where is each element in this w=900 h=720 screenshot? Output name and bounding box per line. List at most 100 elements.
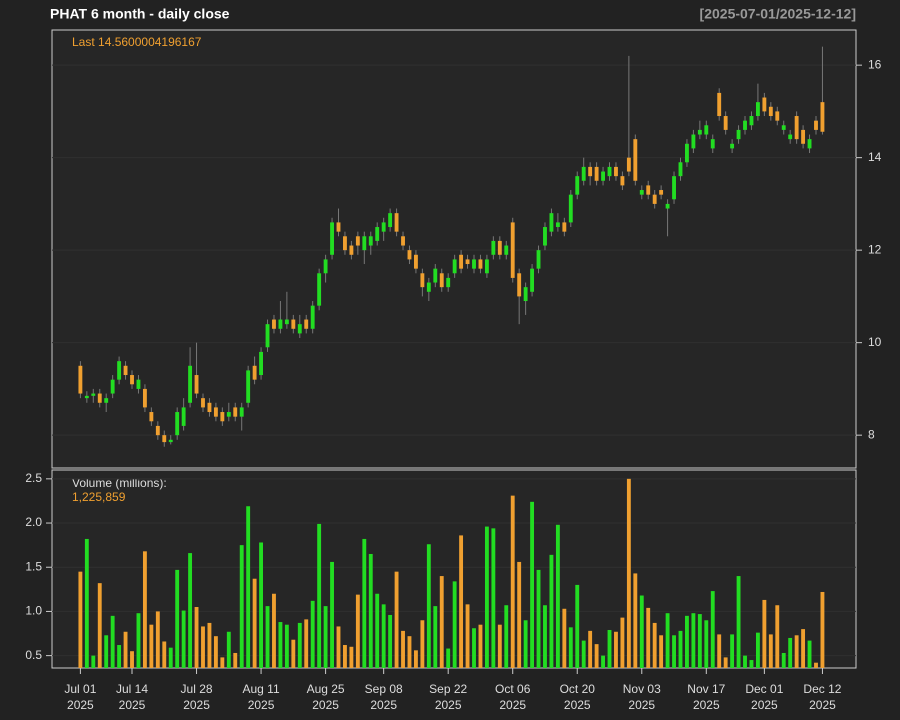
chart-title: PHAT 6 month - daily close: [50, 6, 230, 22]
date-range: [2025-07-01/2025-12-12]: [700, 6, 856, 22]
candle-body: [659, 190, 664, 195]
volume-bar: [207, 622, 212, 668]
y-tick-label: 10: [868, 335, 882, 349]
volume-bar: [794, 635, 799, 668]
volume-bar: [723, 657, 728, 668]
volume-bar: [426, 544, 431, 668]
volume-bar: [304, 619, 309, 668]
volume-bar: [691, 613, 696, 668]
candle-body: [239, 407, 244, 417]
candle-body: [497, 240, 502, 255]
y-tick-label: 8: [868, 427, 875, 441]
volume-bar: [717, 634, 722, 668]
candle-body: [310, 305, 315, 329]
candle-body: [433, 268, 438, 283]
volume-bar: [97, 583, 102, 668]
volume-bar: [142, 551, 147, 668]
x-tick-label: Oct 06: [495, 682, 531, 696]
candle-body: [743, 120, 747, 130]
volume-bar: [781, 652, 786, 668]
volume-bar: [472, 628, 476, 668]
volume-bar: [510, 495, 515, 668]
x-tick-label: Sep 22: [429, 682, 467, 696]
candle-body: [575, 176, 580, 195]
candle-body: [84, 395, 89, 399]
volume-bar: [530, 501, 535, 668]
candle-body: [543, 227, 547, 246]
candle-body: [801, 129, 806, 144]
candle-body: [149, 412, 154, 422]
candle-body: [504, 245, 509, 255]
volume-bar: [497, 624, 502, 668]
candle-body: [330, 222, 334, 255]
candle-body: [323, 259, 328, 274]
volume-bar: [259, 542, 264, 668]
volume-bar: [136, 613, 141, 668]
candle-body: [297, 324, 302, 334]
candle-body: [710, 139, 715, 149]
volume-bar: [562, 608, 567, 668]
candle-body: [375, 227, 380, 241]
candle-body: [336, 222, 341, 232]
volume-bar: [155, 611, 160, 668]
volume-bar: [523, 620, 528, 668]
candle-body: [465, 259, 470, 265]
volume-bar: [549, 554, 554, 668]
candle-body: [755, 102, 760, 117]
candle-body: [794, 116, 799, 140]
x-tick-label: Oct 20: [560, 682, 596, 696]
candle-body: [201, 398, 205, 408]
volume-bar: [820, 591, 825, 668]
price-panel: [51, 29, 857, 469]
candle-body: [517, 273, 522, 297]
volume-bar: [504, 605, 509, 668]
candle-body: [104, 398, 109, 403]
x-tick-label: Jul 01: [64, 682, 96, 696]
candle-body: [594, 166, 599, 181]
candle-body: [723, 116, 728, 130]
candle-body: [691, 134, 696, 149]
x-tick-year: 2025: [248, 698, 275, 712]
volume-bar: [768, 634, 773, 668]
volume-bar: [213, 636, 218, 668]
candle-body: [652, 194, 657, 204]
volume-bar: [652, 622, 657, 668]
candle-body: [272, 319, 276, 329]
x-tick-label: Nov 17: [687, 682, 725, 696]
candle-body: [762, 97, 767, 112]
candle-body: [97, 393, 102, 403]
volume-bar: [743, 655, 747, 668]
candle-body: [775, 111, 780, 121]
candle-body: [439, 273, 444, 288]
volume-bar: [672, 635, 676, 668]
candle-body: [226, 412, 231, 417]
candle-body: [562, 222, 567, 232]
x-tick-year: 2025: [628, 698, 655, 712]
candle-body: [265, 324, 270, 348]
candle-body: [110, 379, 115, 394]
candle-body: [349, 245, 354, 255]
x-tick-year: 2025: [499, 698, 526, 712]
volume-bar: [394, 571, 399, 668]
volume-bar: [278, 622, 283, 668]
x-tick-year: 2025: [183, 698, 210, 712]
volume-bar: [710, 591, 715, 668]
volume-bar: [601, 655, 605, 668]
volume-bar: [91, 655, 96, 668]
volume-bar: [84, 538, 89, 668]
y-tick-label: 1.0: [25, 604, 42, 618]
volume-bar: [110, 615, 115, 668]
y-tick-label: 1.5: [25, 559, 42, 573]
y-tick-label: 16: [868, 57, 882, 71]
x-tick-label: Aug 11: [242, 682, 279, 696]
volume-bar: [697, 614, 702, 668]
candle-body: [155, 425, 160, 436]
volume-bar: [117, 645, 122, 668]
volume-bar: [123, 631, 128, 668]
volume-bar: [330, 561, 334, 668]
volume-bar: [336, 626, 341, 668]
candle-body: [130, 375, 134, 385]
last-label: Last 14.5600004196167: [72, 35, 202, 49]
x-tick-year: 2025: [564, 698, 591, 712]
volume-bar: [575, 584, 580, 668]
